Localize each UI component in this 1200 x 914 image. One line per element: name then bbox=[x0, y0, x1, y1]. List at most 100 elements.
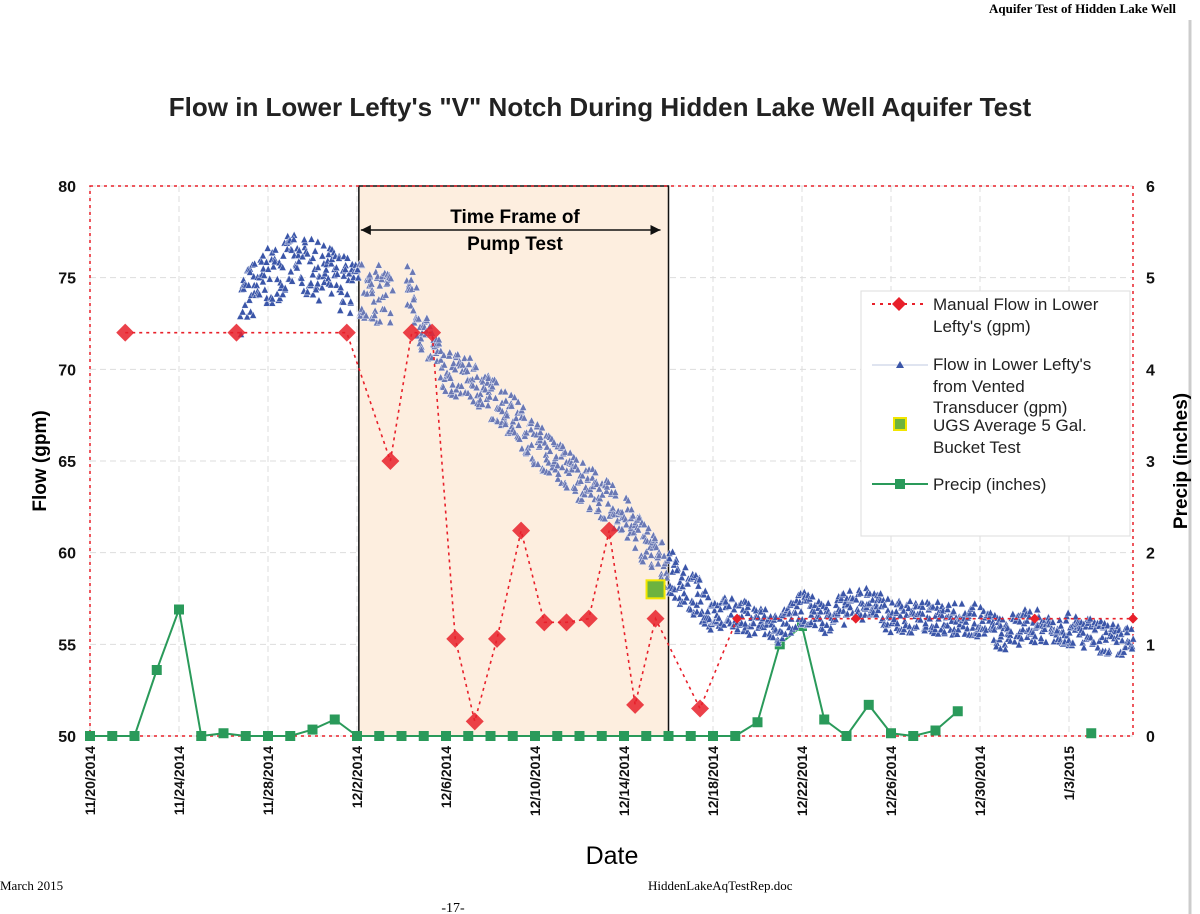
transducer-point bbox=[976, 602, 985, 611]
manual-flow-point bbox=[535, 613, 554, 632]
transducer-point bbox=[846, 586, 854, 595]
precip-point bbox=[329, 714, 340, 725]
precip-point bbox=[507, 731, 518, 741]
transducer-point bbox=[321, 269, 329, 278]
y-tick-label: 50 bbox=[58, 729, 76, 746]
transducer-point bbox=[856, 588, 865, 597]
transducer-point bbox=[573, 465, 582, 474]
transducer-point bbox=[407, 275, 415, 284]
transducer-point bbox=[658, 537, 666, 546]
transducer-point bbox=[472, 383, 481, 391]
transducer-point bbox=[1062, 616, 1070, 624]
transducer-point bbox=[683, 579, 692, 588]
transducer-point bbox=[514, 420, 523, 429]
transducer-point bbox=[912, 622, 921, 630]
transducer-point bbox=[534, 459, 542, 468]
transducer-point bbox=[874, 605, 882, 614]
y-tick-label: 55 bbox=[58, 637, 76, 654]
annotation-line2: Pump Test bbox=[467, 234, 563, 255]
transducer-point bbox=[811, 620, 819, 629]
transducer-point bbox=[244, 280, 253, 289]
transducer-point bbox=[440, 360, 449, 369]
transducer-point bbox=[236, 312, 245, 320]
transducer-point bbox=[341, 265, 350, 273]
precip-point bbox=[596, 731, 607, 741]
precip-point bbox=[952, 706, 963, 717]
transducer-point bbox=[546, 446, 554, 455]
transducer-point bbox=[1128, 644, 1136, 653]
transducer-point bbox=[781, 629, 790, 638]
transducer-point bbox=[406, 301, 415, 310]
precip-point bbox=[218, 728, 229, 739]
transducer-point bbox=[744, 608, 752, 617]
transducer-point bbox=[593, 479, 601, 488]
manual-flow-point bbox=[402, 323, 421, 342]
transducer-point bbox=[1007, 627, 1015, 635]
transducer-point bbox=[824, 598, 833, 607]
transducer-point bbox=[318, 283, 326, 291]
transducer-point bbox=[478, 400, 487, 408]
y2-axis-label: Precip (inches) bbox=[1171, 393, 1192, 529]
transducer-point bbox=[349, 273, 358, 281]
transducer-point bbox=[1049, 617, 1057, 626]
precip-point bbox=[552, 731, 563, 741]
transducer-point bbox=[507, 401, 516, 410]
transducer-point bbox=[886, 627, 895, 636]
transducer-point bbox=[715, 613, 723, 622]
transducer-point bbox=[929, 602, 937, 611]
transducer-point bbox=[1019, 625, 1027, 633]
transducer-point bbox=[417, 345, 426, 353]
transducer-point bbox=[671, 557, 680, 566]
transducer-point bbox=[512, 413, 520, 422]
transducer-point bbox=[696, 609, 705, 618]
transducer-point bbox=[252, 281, 261, 289]
precip-point bbox=[930, 725, 941, 736]
transducer-point bbox=[309, 290, 317, 298]
transducer-point bbox=[309, 253, 317, 262]
transducer-point bbox=[265, 274, 274, 283]
transducer-point bbox=[938, 611, 946, 619]
transducer-point bbox=[327, 280, 335, 289]
precip-point bbox=[129, 731, 140, 741]
transducer-point bbox=[663, 573, 671, 582]
ugs-bucket-point bbox=[645, 579, 666, 600]
transducer-point bbox=[320, 277, 329, 286]
transducer-point bbox=[295, 257, 303, 265]
transducer-point bbox=[681, 563, 690, 571]
transducer-point bbox=[579, 458, 587, 467]
precip-point bbox=[619, 731, 629, 741]
transducer-point bbox=[918, 609, 927, 618]
transducer-point bbox=[383, 278, 392, 287]
transducer-point bbox=[1033, 605, 1042, 613]
transducer-point bbox=[446, 373, 455, 382]
legend-manual-label-1: Manual Flow in Lower bbox=[933, 295, 1099, 314]
transducer-point bbox=[587, 490, 595, 499]
transducer-point bbox=[880, 600, 889, 609]
transducer-point bbox=[696, 597, 705, 605]
transducer-point bbox=[370, 297, 378, 306]
transducer-point bbox=[826, 623, 835, 632]
precip-point bbox=[908, 731, 919, 741]
legend-transducer-label-1: Flow in Lower Lefty's bbox=[933, 355, 1091, 374]
transducer-point bbox=[295, 246, 304, 254]
transducer-point bbox=[414, 314, 423, 323]
transducer-point bbox=[311, 246, 319, 255]
transducer-point bbox=[577, 494, 586, 503]
manual-flow-point bbox=[691, 699, 710, 718]
manual-flow-point bbox=[381, 452, 400, 470]
transducer-point bbox=[652, 542, 661, 551]
transducer-point bbox=[241, 300, 249, 309]
legend-ugs-square-icon bbox=[893, 417, 907, 431]
transducer-point bbox=[1120, 647, 1128, 656]
transducer-point bbox=[578, 471, 587, 480]
transducer-point bbox=[409, 306, 418, 314]
transducer-point bbox=[498, 406, 507, 415]
y-tick-label: 65 bbox=[58, 454, 76, 471]
transducer-point bbox=[388, 286, 397, 294]
transducer-point bbox=[538, 423, 546, 432]
transducer-point bbox=[934, 629, 942, 638]
transducer-point bbox=[904, 603, 913, 612]
transducer-point bbox=[1010, 637, 1019, 645]
transducer-point bbox=[510, 393, 519, 401]
transducer-point bbox=[463, 366, 472, 375]
